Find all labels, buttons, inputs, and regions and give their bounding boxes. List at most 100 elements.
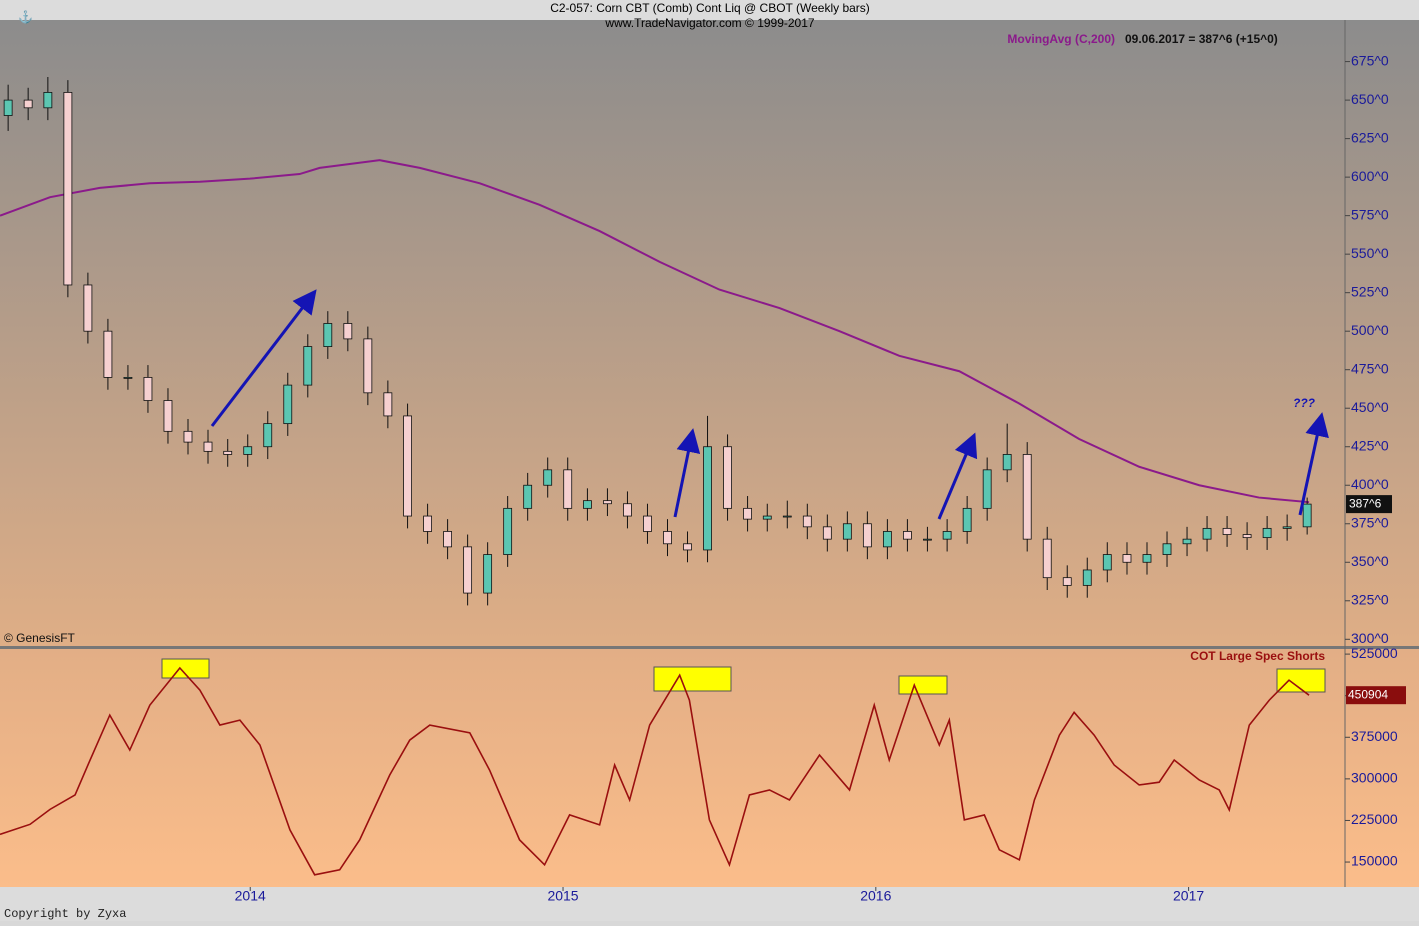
y-tick-label: 475^0 [1351,360,1389,376]
candle-body [463,546,473,594]
candle-body [903,531,912,540]
chart-subtitle: www.TradeNavigator.com © 1999-2017 [604,16,814,30]
y-tick-label: 400^0 [1351,476,1389,492]
arrow [1298,412,1329,516]
candle-body [1062,577,1072,586]
candle-body [1042,538,1052,579]
logo: ⚓ [18,10,33,24]
y-tick-label: 650^0 [1351,91,1389,107]
y-tick-label: 375^0 [1351,514,1389,530]
y-tick-label: 625^0 [1351,129,1389,145]
candle-body [3,99,13,116]
y-tick-label: 300000 [1351,770,1398,786]
last-value-box [1346,686,1406,705]
candle-body [762,515,772,520]
candle-body [123,377,133,379]
candle-body [523,484,533,509]
x-tick-label: 2017 [1173,888,1204,904]
highlight-box [653,666,732,692]
highlight-box [161,658,210,679]
candle-body [423,515,432,532]
candle-body [163,400,173,432]
candle-body [1222,527,1232,535]
arrow [210,289,317,427]
legend-entry: MovingAvg (C,200) [1007,32,1115,46]
arrow [937,432,978,520]
candle-body [363,338,373,394]
last-price-label: 387^6 [1349,496,1382,510]
candle-body [563,469,573,509]
arrows [210,289,1329,520]
moving-average-line [0,159,1310,504]
candle-body [1102,554,1112,571]
candle-body [1302,503,1312,528]
candle-body [263,423,273,448]
y-tick-label: 425^0 [1351,437,1389,453]
candle-body [23,99,33,109]
candle-body [83,284,93,332]
x-tick-label: 2014 [235,888,266,904]
last-price-box [1346,495,1392,514]
candle-body [143,377,153,401]
candle-body [223,450,233,455]
cot-line [0,666,1310,876]
candle-body [663,531,672,545]
candle-body [962,507,972,532]
candle-body [603,500,612,505]
candle-body [1282,526,1292,529]
candle-body [882,531,892,548]
candle-body [1202,527,1212,540]
candle-body [623,503,632,517]
candle-body [1142,554,1152,563]
y-tick-label: 500^0 [1351,322,1389,338]
annotation: ??? [1293,396,1316,410]
price-panel [0,20,1419,647]
x-tick-label: 2015 [547,888,578,904]
candle-body [383,392,393,417]
candle-body [1182,538,1192,545]
candle-body [1022,454,1032,540]
candle-body [1262,527,1272,539]
candle-body [323,323,333,347]
highlight-box [1276,668,1326,693]
y-tick-label: 450^0 [1351,399,1389,415]
y-tick-label: 525^0 [1351,283,1389,299]
candle-body [343,323,353,340]
candle-body [283,384,293,425]
last-value-label: 450904 [1348,687,1388,701]
candle-body [982,469,992,509]
y-tick-label: 525000 [1351,645,1398,661]
y-tick-label: 675^0 [1351,52,1389,68]
candle-body [583,500,592,509]
candle-body [923,538,932,541]
chart-title: C2-057: Corn CBT (Comb) Cont Liq @ CBOT … [550,1,870,15]
candle-body [683,543,692,551]
candle-body [782,515,792,518]
candle-body [503,507,513,555]
candle-body [643,515,652,532]
candle-body [942,531,952,540]
candle-body [743,507,752,520]
candle-body [1162,543,1172,555]
y-tick-label: 325^0 [1351,591,1389,607]
x-tick-label: 2016 [860,888,891,904]
highlight-box [898,675,948,695]
y-tick-label: 550^0 [1351,245,1389,261]
y-tick-label: 300^0 [1351,630,1389,646]
candle-body [43,92,53,109]
y-tick-label: 150000 [1351,853,1398,869]
y-tick-label: 575^0 [1351,206,1389,222]
candle-body [243,446,253,455]
candle-body [703,446,712,551]
candle-body [443,531,453,548]
candle-body [403,415,412,517]
y-tick-label: 600^0 [1351,168,1389,184]
candle-body [802,515,812,528]
source: © GenesisFT [4,631,76,645]
candle-body [303,346,313,386]
candle-body [842,523,852,540]
candle-body [822,526,832,540]
candle-body [103,330,113,378]
arrow [673,428,701,518]
